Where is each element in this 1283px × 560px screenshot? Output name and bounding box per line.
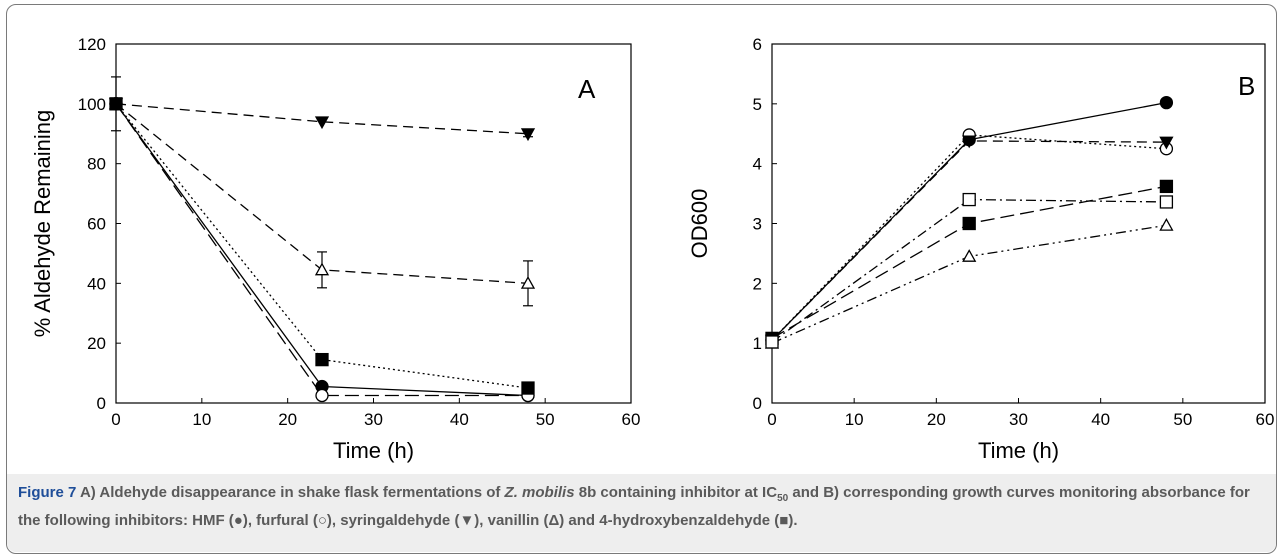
data-point-open-square — [1159, 195, 1174, 209]
data-point-filled-triangle-down — [520, 128, 536, 142]
caption-label: Figure 7 — [18, 484, 77, 501]
figure-frame — [6, 4, 1277, 554]
y-tick-label: 120 — [78, 35, 106, 54]
caption-subscript: 50 — [777, 493, 789, 504]
x-tick-label: 40 — [450, 410, 469, 429]
x-tick-label: 0 — [767, 410, 776, 429]
series-3 — [764, 135, 1174, 348]
series-line — [115, 103, 528, 397]
x-tick-label: 10 — [192, 410, 211, 429]
y-tick-label: 4 — [753, 155, 762, 174]
y-tick-label: 1 — [753, 334, 762, 353]
panel-label: A — [578, 74, 596, 104]
series-line — [115, 103, 529, 389]
caption-text-3: and B) corresponding growth curves monit… — [18, 484, 1250, 529]
series-3 — [108, 98, 536, 142]
panel-label: B — [1238, 71, 1255, 101]
x-tick-label: 30 — [364, 410, 383, 429]
x-tick-label: 60 — [622, 410, 641, 429]
y-tick-label: 5 — [753, 95, 762, 114]
x-tick-label: 20 — [927, 410, 946, 429]
series-4 — [108, 76, 536, 307]
series-5 — [109, 97, 535, 395]
x-tick-label: 50 — [1173, 410, 1192, 429]
plot-area-frame — [115, 43, 632, 404]
series-line — [771, 224, 1167, 344]
y-axis-label: % Aldehyde Remaining — [30, 110, 55, 337]
series-line — [115, 103, 529, 135]
y-tick-label: 3 — [753, 215, 762, 234]
panel-a: 0 10 20 30 40 50 60 0 20 40 60 80 100 120 Time (h) % Al… — [30, 35, 640, 463]
data-point-filled-square — [109, 97, 123, 111]
x-axis-label: Time (h) — [333, 438, 414, 463]
caption-band — [7, 474, 1276, 552]
panel-b: 0 10 20 30 40 50 60 0 1 2 3 4 5 6 Time (h) OD600 B — [687, 35, 1274, 463]
y-tick-label: 80 — [87, 155, 106, 174]
plot-area-frame — [771, 43, 1266, 404]
series-line — [771, 134, 1167, 341]
y-tick-label: 2 — [753, 274, 762, 293]
data-point-filled-square — [962, 216, 976, 231]
x-tick-label: 30 — [1009, 410, 1028, 429]
x-tick-label: 50 — [536, 410, 555, 429]
x-tick-label: 0 — [111, 410, 120, 429]
x-axis-label: Time (h) — [978, 438, 1059, 463]
series-line — [115, 103, 529, 397]
figure-caption: Figure 7 A) Aldehyde disappearance in sh… — [18, 482, 1268, 532]
data-point-filled-circle — [1159, 95, 1174, 110]
caption-text-2: 8b containing inhibitor at IC — [574, 484, 778, 501]
x-tick-label: 60 — [1256, 410, 1275, 429]
data-point-open-triangle — [1159, 217, 1174, 231]
y-axis-label: OD600 — [687, 189, 712, 259]
caption-text-1: A) Aldehyde disappearance in shake flask… — [76, 484, 505, 501]
data-point-filled-triangle-down — [1159, 136, 1174, 150]
y-tick-label: 0 — [97, 394, 106, 413]
y-tick-label: 60 — [87, 215, 106, 234]
y-tick-label: 100 — [78, 95, 106, 114]
data-point-filled-triangle-down — [962, 135, 977, 149]
x-tick-label: 10 — [845, 410, 864, 429]
data-point-open-triangle — [314, 262, 330, 276]
data-point-filled-square — [521, 381, 535, 395]
data-point-open-circle — [315, 388, 329, 403]
data-point-filled-square — [315, 352, 329, 367]
data-point-open-square — [765, 335, 779, 349]
data-point-filled-square — [1159, 179, 1174, 194]
data-point-open-triangle — [520, 275, 536, 289]
series-6 — [765, 192, 1174, 349]
data-point-open-triangle — [962, 249, 977, 262]
series-5 — [765, 179, 1174, 346]
y-tick-label: 0 — [753, 394, 762, 413]
x-tick-label: 20 — [278, 410, 297, 429]
data-point-open-square — [962, 192, 976, 207]
caption-species: Z. mobilis — [504, 484, 575, 501]
x-tick-label: 40 — [1091, 410, 1110, 429]
series-line — [771, 185, 1167, 339]
y-tick-label: 40 — [87, 274, 106, 293]
y-tick-label: 6 — [753, 35, 762, 54]
data-point-filled-triangle-down — [314, 116, 330, 130]
series-2 — [765, 128, 1174, 347]
y-tick-label: 20 — [87, 334, 106, 353]
series-line — [771, 140, 1167, 341]
